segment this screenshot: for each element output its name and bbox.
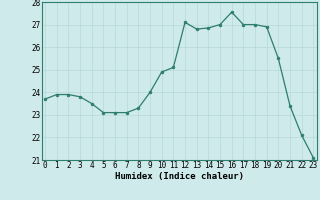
X-axis label: Humidex (Indice chaleur): Humidex (Indice chaleur) bbox=[115, 172, 244, 181]
